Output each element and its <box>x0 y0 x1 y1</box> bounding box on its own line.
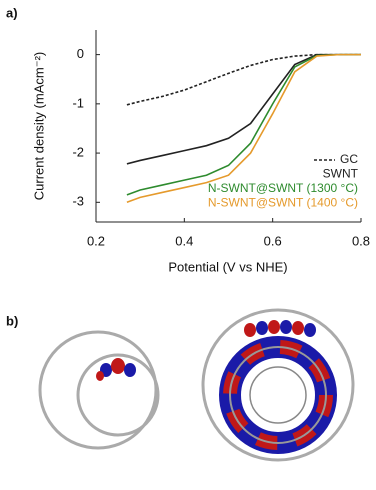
x-tick-label: 0.6 <box>264 233 282 248</box>
x-axis-label: Potential (V vs NHE) <box>168 259 287 274</box>
y-tick-label: -3 <box>72 194 84 209</box>
y-tick-label: -2 <box>72 145 84 160</box>
x-tick-label: 0.4 <box>175 233 193 248</box>
panel-label: b) <box>6 313 18 328</box>
page: {"panel_labels": ["a)", "b)"], "chart_da… <box>0 0 376 490</box>
y-tick-label: 0 <box>77 46 84 61</box>
line-series <box>127 55 361 105</box>
line-series <box>127 55 361 164</box>
legend-label: SWNT <box>323 167 359 181</box>
x-tick-label: 0.2 <box>87 233 105 248</box>
y-axis-label: Current density (mAcm⁻²) <box>31 52 46 200</box>
legend-label: GC <box>340 152 358 166</box>
panel-label: a) <box>6 5 18 20</box>
y-tick-label: -1 <box>72 95 84 110</box>
x-tick-label: 0.8 <box>352 233 370 248</box>
legend-label: N-SWNT@SWNT (1400 °C) <box>208 196 358 210</box>
legend-label: N-SWNT@SWNT (1300 °C) <box>208 181 358 195</box>
orbital-images <box>40 310 353 460</box>
figure: a) b) Current density (mAcm⁻²) Potential… <box>0 0 376 490</box>
